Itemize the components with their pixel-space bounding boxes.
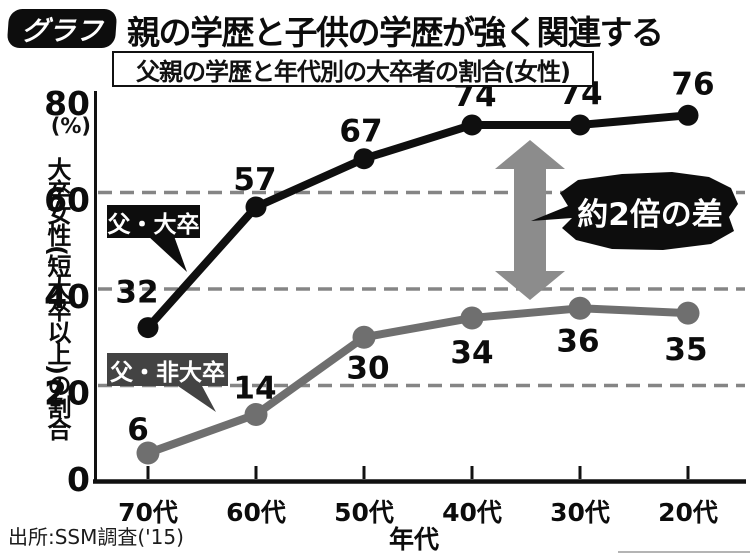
data-point	[676, 301, 700, 325]
x-tick-label-40代: 40代	[442, 498, 502, 527]
gap-double-arrow	[495, 140, 565, 300]
series-callout-father-univ: 父・大卒	[107, 205, 200, 238]
data-point	[137, 317, 159, 339]
value-label: 67	[339, 114, 382, 150]
value-label: 34	[450, 335, 493, 371]
y-tick-label-60: 60	[44, 181, 90, 220]
value-label: 57	[233, 162, 276, 198]
data-point	[569, 114, 591, 136]
value-label: 30	[346, 350, 389, 386]
callout-tail-dark	[148, 236, 187, 272]
data-point	[136, 441, 160, 465]
y-tick-label-80: 80	[44, 84, 90, 123]
y-tick-label-20: 20	[44, 374, 90, 413]
data-point	[353, 148, 375, 170]
data-point	[352, 325, 376, 349]
x-tick-label-20代: 20代	[658, 498, 718, 527]
page-title: 親の学歴と子供の学歴が強く関連する	[127, 13, 664, 52]
x-tick-label-50代: 50代	[334, 498, 394, 527]
value-label: 36	[556, 323, 599, 359]
value-label: 32	[115, 275, 158, 311]
series-line-1	[144, 304, 692, 458]
gap-bubble-shape	[531, 172, 738, 250]
data-point	[568, 296, 592, 320]
source-note: 出所:SSM調査('15)	[8, 525, 184, 549]
value-label: 14	[233, 370, 276, 406]
x-tick-label-70代: 70代	[118, 498, 178, 527]
x-tick-label-30代: 30代	[550, 498, 610, 527]
chart-subtitle-label: 父親の学歴と年代別の大卒者の割合(女性)	[136, 57, 571, 86]
series-line-0	[144, 111, 692, 332]
y-axis-unit: (%)	[51, 114, 91, 138]
series-callout-father-nonuniv-label: 父・非大卒	[110, 359, 225, 386]
series-callout-father-univ-label: 父・大卒	[107, 211, 200, 238]
x-tick-label-60代: 60代	[226, 498, 286, 527]
data-point	[460, 306, 484, 330]
graph-badge-label: グラフ	[20, 16, 104, 47]
gap-bubble-label: 約2倍の差	[577, 197, 723, 233]
y-tick-label-0: 0	[67, 460, 90, 499]
data-point	[245, 196, 267, 218]
callout-tail-gray	[175, 384, 216, 412]
bottom-divider-line	[618, 551, 750, 553]
data-point	[461, 114, 483, 136]
y-tick-label-40: 40	[44, 277, 90, 316]
value-label: 35	[664, 332, 707, 368]
chart-subtitle-box: 父親の学歴と年代別の大卒者の割合(女性)	[112, 51, 594, 87]
graph-badge: グラフ	[6, 9, 118, 48]
value-label: 76	[671, 66, 714, 102]
data-point	[244, 402, 268, 426]
value-label: 6	[127, 412, 149, 448]
data-point	[677, 104, 699, 126]
y-axis-title: 大卒女性(短大卒以上)の割合	[43, 157, 71, 439]
series-callout-father-nonuniv: 父・非大卒	[107, 353, 228, 386]
x-axis-title: 年代	[389, 525, 439, 554]
